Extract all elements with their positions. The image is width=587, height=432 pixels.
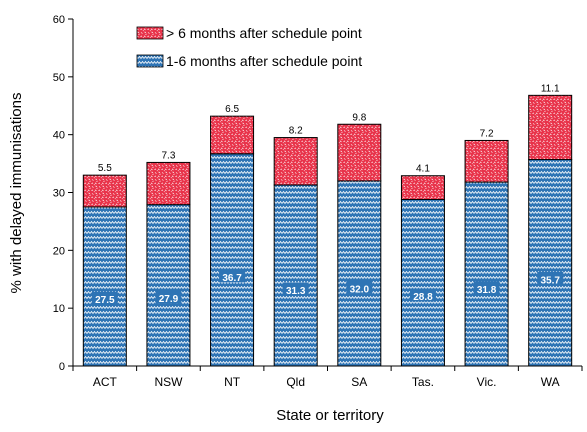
data-label-over-6-months: 7.3 xyxy=(161,150,175,161)
bar-1-6-months xyxy=(210,153,255,367)
data-label-bg xyxy=(155,290,182,304)
bar-1-6-months xyxy=(146,204,191,367)
legend-label: 1-6 months after schedule point xyxy=(166,53,362,69)
bar-1-6-months xyxy=(464,181,509,367)
data-label-bg xyxy=(282,282,309,296)
data-label-1-6-months: 27.9 xyxy=(159,294,179,305)
bar-1-6-months xyxy=(528,159,573,367)
bar-over-6-months xyxy=(528,94,573,161)
data-label-1-6-months: 31.8 xyxy=(477,285,497,296)
data-label-1-6-months: 27.5 xyxy=(95,295,115,306)
data-label-1-6-months: 28.8 xyxy=(413,292,433,303)
y-tick-label: 40 xyxy=(53,130,65,142)
x-tick-label: ACT xyxy=(93,375,118,389)
data-label-over-6-months: 6.5 xyxy=(225,104,239,115)
data-label-1-6-months: 32.0 xyxy=(350,284,370,295)
y-tick-label: 30 xyxy=(53,188,65,200)
x-tick-label: WA xyxy=(541,375,560,389)
data-label-bg xyxy=(219,269,246,283)
y-tick-label: 50 xyxy=(53,72,65,84)
data-label-1-6-months: 36.7 xyxy=(222,273,242,284)
y-tick-label: 10 xyxy=(53,303,65,315)
data-label-over-6-months: 8.2 xyxy=(289,126,303,137)
bar-1-6-months xyxy=(337,180,382,367)
data-label-bg xyxy=(473,281,500,295)
legend-swatch xyxy=(136,54,164,68)
x-tick-label: Tas. xyxy=(412,375,434,389)
y-tick-label: 60 xyxy=(53,14,65,26)
y-tick-label: 0 xyxy=(59,361,65,373)
data-label-bg xyxy=(409,288,436,302)
x-tick-label: Vic. xyxy=(477,375,497,389)
data-label-over-6-months: 4.1 xyxy=(416,164,430,175)
data-label-bg xyxy=(91,291,118,305)
bar-over-6-months xyxy=(400,175,445,200)
bar-over-6-months xyxy=(210,115,255,155)
y-axis-label: % with delayed immunisations xyxy=(8,93,25,294)
x-axis-label: State or territory xyxy=(276,407,384,424)
bar-over-6-months xyxy=(337,123,382,182)
bar-1-6-months xyxy=(82,206,127,367)
data-label-1-6-months: 31.3 xyxy=(286,286,306,297)
y-tick-label: 20 xyxy=(53,245,65,257)
data-label-over-6-months: 9.8 xyxy=(352,112,366,123)
x-tick-label: Qld xyxy=(286,375,305,389)
x-tick-label: NT xyxy=(224,375,241,389)
data-label-bg xyxy=(537,271,564,285)
bar-over-6-months xyxy=(273,137,318,186)
bar-over-6-months xyxy=(146,161,191,206)
x-tick-label: NSW xyxy=(154,375,183,389)
bar-1-6-months xyxy=(273,184,318,367)
bar-over-6-months xyxy=(464,139,509,183)
data-label-bg xyxy=(346,280,373,294)
bar-1-6-months xyxy=(400,198,445,367)
x-tick-label: SA xyxy=(351,375,367,389)
data-label-over-6-months: 5.5 xyxy=(98,163,112,174)
bar-over-6-months xyxy=(82,174,127,208)
bars: 27.5 5.5 ACT 27.9 7.3 NSW 36.7 6.5 NT 31.3 8.2 Qld 3… xyxy=(82,83,573,389)
legend-swatch xyxy=(136,26,164,40)
legend-label: > 6 months after schedule point xyxy=(166,25,362,41)
data-label-1-6-months: 35.7 xyxy=(540,275,560,286)
data-label-over-6-months: 7.2 xyxy=(480,128,494,139)
data-label-over-6-months: 11.1 xyxy=(541,83,560,94)
legend: > 6 months after schedule point 1-6 month… xyxy=(136,25,362,69)
